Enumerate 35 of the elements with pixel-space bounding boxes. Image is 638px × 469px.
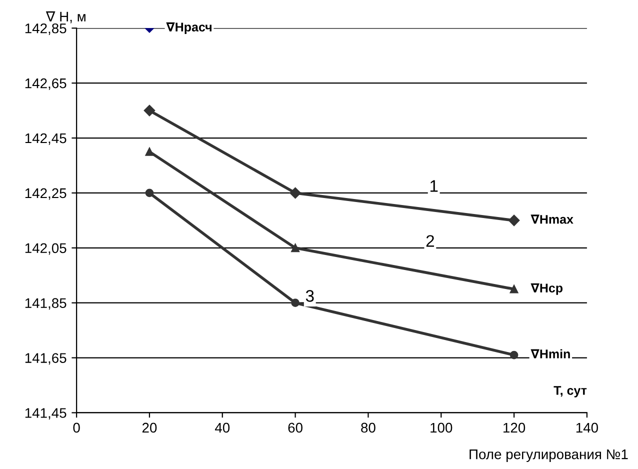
point <box>510 350 518 360</box>
y-tick-label: 142,85 <box>25 23 66 35</box>
series-label: ∇Hрасч <box>166 22 212 34</box>
annotation: 2 <box>426 235 434 247</box>
point <box>291 298 300 308</box>
x-tick-label: 0 <box>73 422 80 433</box>
y-tick-label: 142,45 <box>25 133 66 145</box>
point <box>145 148 154 156</box>
y-tick-label: 141,85 <box>25 298 66 310</box>
y-axis-title: ∇ H, м <box>46 11 86 24</box>
series-label: ∇Hmin <box>530 349 570 358</box>
text: Поле регулирования №1 <box>470 450 628 462</box>
y-tick-label: 141,45 <box>25 408 66 420</box>
x-tick-label: 20 <box>142 422 157 433</box>
point <box>291 244 300 252</box>
x-axis-title: T, сут <box>554 386 587 398</box>
x-tick-label: 80 <box>361 422 376 433</box>
point <box>508 214 520 226</box>
point <box>510 284 518 294</box>
point <box>145 188 154 198</box>
point <box>144 104 156 116</box>
annotation: 3 <box>306 290 314 302</box>
annotation: 1 <box>430 180 438 192</box>
x-tick-label: 100 <box>430 422 452 433</box>
point <box>290 187 301 199</box>
series-label: ∇Hср <box>530 283 563 295</box>
x-tick-label: 40 <box>214 422 230 433</box>
y-tick-label: 141,65 <box>25 353 66 365</box>
y-tick-label: 142,65 <box>25 78 66 90</box>
x-tick-label: 140 <box>576 422 598 433</box>
series-label: ∇Hmax <box>530 214 574 224</box>
y-tick-label: 142,05 <box>25 243 66 255</box>
y-tick-label: 142,25 <box>25 188 66 200</box>
x-tick-label: 120 <box>504 422 526 433</box>
x-tick-label: 60 <box>288 422 302 433</box>
